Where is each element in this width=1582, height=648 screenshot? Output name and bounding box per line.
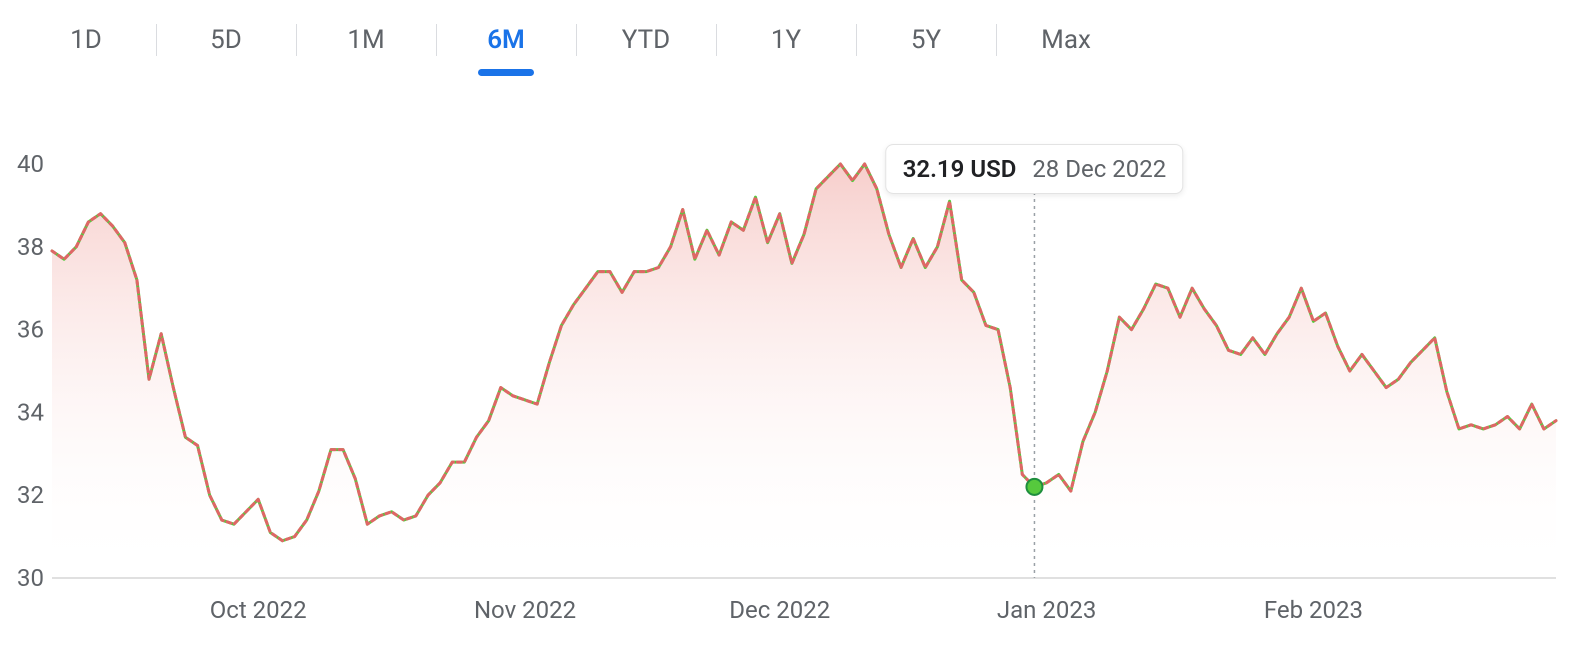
stock-chart-widget: 1D5D1M6MYTD1Y5YMax 30 32 34 36 38 40 Oct 2022 N… [0, 0, 1582, 648]
chart-frame: 30 32 34 36 38 40 Oct 2022 Nov 2022 Dec 2022 Jan … [6, 150, 1562, 628]
time-range-tabs: 1D5D1M6MYTD1Y5YMax [6, 10, 1562, 70]
y-axis-label: 38 [17, 233, 44, 261]
hover-marker [1026, 479, 1042, 495]
tab-5y[interactable]: 5Y [856, 10, 996, 70]
y-axis-label: 36 [17, 316, 44, 344]
x-axis-label: Oct 2022 [210, 596, 307, 624]
x-axis-label: Feb 2023 [1264, 596, 1363, 624]
x-axis-label: Dec 2022 [729, 596, 830, 624]
tab-1y[interactable]: 1Y [716, 10, 856, 70]
tab-1d[interactable]: 1D [16, 10, 156, 70]
y-axis-label: 34 [17, 398, 44, 426]
tab-6m[interactable]: 6M [436, 10, 576, 70]
tab-1m[interactable]: 1M [296, 10, 436, 70]
y-axis-label: 30 [17, 564, 44, 592]
x-axis-label: Nov 2022 [474, 596, 576, 624]
x-axis-label: Jan 2023 [997, 596, 1096, 624]
area-fill [52, 164, 1556, 578]
y-axis-label: 40 [17, 150, 44, 178]
price-chart[interactable]: 30 32 34 36 38 40 Oct 2022 Nov 2022 Dec 2022 Jan … [6, 150, 1562, 628]
tab-5d[interactable]: 5D [156, 10, 296, 70]
tab-ytd[interactable]: YTD [576, 10, 716, 70]
tab-max[interactable]: Max [996, 10, 1136, 70]
y-axis-label: 32 [17, 481, 44, 509]
